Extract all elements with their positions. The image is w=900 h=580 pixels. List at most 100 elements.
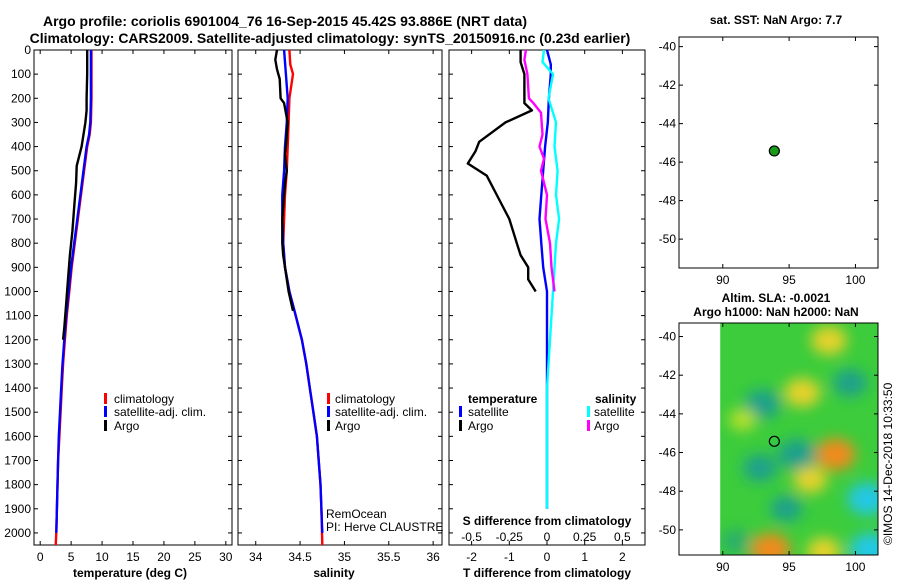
map-y-tick-label: -48 — [659, 194, 677, 208]
y-tick-label: 1600 — [4, 429, 31, 443]
map-y-tick-label: -46 — [659, 446, 677, 460]
legend-swatch-s-argo — [587, 420, 590, 431]
x-tick-label: 1 — [581, 550, 588, 564]
sla-anomaly-blob — [806, 537, 841, 555]
x-tick-label: 0 — [37, 550, 44, 564]
legend-swatch-satellite — [327, 406, 330, 417]
sla-anomaly-blob — [833, 369, 868, 397]
sla-anomaly-blob — [750, 533, 791, 555]
x-tick-label: 0 — [544, 550, 551, 564]
remocean-note: RemOcean — [326, 507, 387, 521]
map-x-tick-label: 100 — [845, 273, 865, 287]
sla-anomaly-blob — [770, 495, 803, 522]
x-tick-label: 15 — [126, 550, 140, 564]
legend-climatology: climatology — [335, 392, 395, 406]
temperature-xlabel: temperature (deg C) — [73, 566, 187, 580]
series-line-argo — [274, 49, 295, 312]
legend-swatch-argo — [104, 420, 107, 431]
y-tick-label: 500 — [11, 164, 31, 178]
y-tick-label: 0 — [24, 43, 31, 57]
sla-anomaly-blob — [784, 378, 821, 407]
temperature-panel: 0100200300400500600700800900100011001200… — [4, 43, 233, 580]
credit-text: ©IMOS 14-Dec-2018 10:33:50 — [881, 382, 895, 545]
y-tick-label: 1200 — [4, 333, 31, 347]
legend-t-argo: Argo — [468, 419, 494, 433]
map-y-tick-label: -42 — [659, 78, 677, 92]
y-tick-label: 400 — [11, 140, 31, 154]
difference-legend: temperature satellite Argo salinity sate… — [459, 392, 637, 433]
sla-anomaly-blob — [778, 439, 817, 470]
legend-s-satellite: satellite — [594, 405, 635, 419]
map-x-tick-label: 100 — [845, 560, 865, 574]
y-tick-label: 2000 — [4, 526, 31, 540]
x-tick-label: 35 — [338, 550, 352, 564]
x-tick-label: 35.5 — [377, 550, 401, 564]
x-tick-label: 2 — [619, 550, 626, 564]
sla-title: Altim. SLA: -0.0021 — [722, 291, 831, 305]
float-position-marker — [768, 435, 780, 447]
y-tick-label: 600 — [11, 188, 31, 202]
sla-anomaly-blob — [793, 466, 828, 494]
sla-field — [720, 323, 878, 555]
s-tick-label: 0.5 — [614, 530, 631, 544]
map-y-tick-label: -44 — [659, 117, 677, 131]
y-tick-label: 800 — [11, 236, 31, 250]
difference-xlabel: T difference from climatology — [463, 566, 631, 580]
difference-panel: -2 -1 0 1 2 -0.5 -0.25 0 0.25 0.5 T difference fr… — [448, 49, 646, 580]
float-position-marker — [768, 145, 780, 157]
sla-map-panel: Altim. SLA: -0.0021 Argo h1000: NaN h200… — [659, 291, 879, 574]
legend-satellite-adj: satellite-adj. clim. — [335, 405, 427, 419]
y-tick-label: 100 — [11, 67, 31, 81]
y-tick-label: 1800 — [4, 478, 31, 492]
x-tick-label: 5 — [68, 550, 75, 564]
legend-swatch-t-argo — [459, 420, 462, 431]
legend-satellite-adj: satellite-adj. clim. — [114, 405, 206, 419]
sst-title: sat. SST: NaN Argo: 7.7 — [710, 13, 843, 27]
y-tick-label: 1100 — [5, 309, 31, 323]
series-line-argo — [61, 50, 89, 340]
s-difference-label: S difference from climatology — [463, 514, 632, 528]
x-tick-label: 10 — [95, 550, 109, 564]
s-tick-label: 0.25 — [573, 530, 597, 544]
y-tick-label: 1500 — [4, 405, 31, 419]
legend-argo: Argo — [335, 419, 361, 433]
legend-temperature-header: temperature — [468, 392, 538, 406]
map-y-tick-label: -44 — [659, 407, 677, 421]
s-tick-label: -0.5 — [461, 530, 482, 544]
y-tick-label: 200 — [11, 91, 31, 105]
figure-title-line2: Climatology: CARS2009. Satellite-adjuste… — [30, 30, 631, 46]
x-tick-label: 34 — [249, 550, 263, 564]
sla-anomaly-blob — [742, 454, 777, 482]
legend-swatch-climatology — [327, 393, 330, 404]
map-x-tick-label: 90 — [716, 560, 730, 574]
y-tick-label: 1300 — [4, 357, 31, 371]
temperature-legend: climatology satellite-adj. clim. Argo — [104, 392, 206, 433]
map-x-tick-label: 95 — [782, 560, 796, 574]
legend-salinity-header: salinity — [595, 392, 637, 406]
map-x-tick-label: 95 — [782, 273, 796, 287]
y-tick-label: 1400 — [4, 381, 31, 395]
sla-anomaly-blob — [721, 529, 752, 554]
x-tick-label: -2 — [466, 550, 477, 564]
salinity-legend: climatology satellite-adj. clim. Argo — [327, 392, 427, 433]
y-tick-label: 300 — [11, 115, 31, 129]
y-tick-label: 900 — [11, 260, 31, 274]
x-tick-label: 30 — [219, 550, 233, 564]
y-tick-label: 1700 — [4, 453, 31, 467]
s-tick-label: -0.25 — [496, 530, 524, 544]
legend-swatch-t-satellite — [459, 406, 462, 417]
salinity-panel: 34 34.5 35 35.5 36 salinity climatology sate… — [237, 49, 443, 580]
x-tick-label: -1 — [504, 550, 515, 564]
sla-anomaly-blob — [744, 389, 781, 419]
salinity-axes — [237, 49, 443, 546]
y-tick-label: 1900 — [4, 502, 31, 516]
series-line-temperature-argo — [466, 50, 537, 293]
sla-anomaly-blob — [815, 438, 856, 471]
y-tick-label: 1000 — [4, 284, 31, 298]
map-y-tick-label: -50 — [659, 232, 677, 246]
x-tick-label: 25 — [188, 550, 202, 564]
sla-anomaly-blob — [847, 482, 878, 515]
legend-swatch-satellite — [104, 406, 107, 417]
map-y-tick-label: -48 — [659, 484, 677, 498]
